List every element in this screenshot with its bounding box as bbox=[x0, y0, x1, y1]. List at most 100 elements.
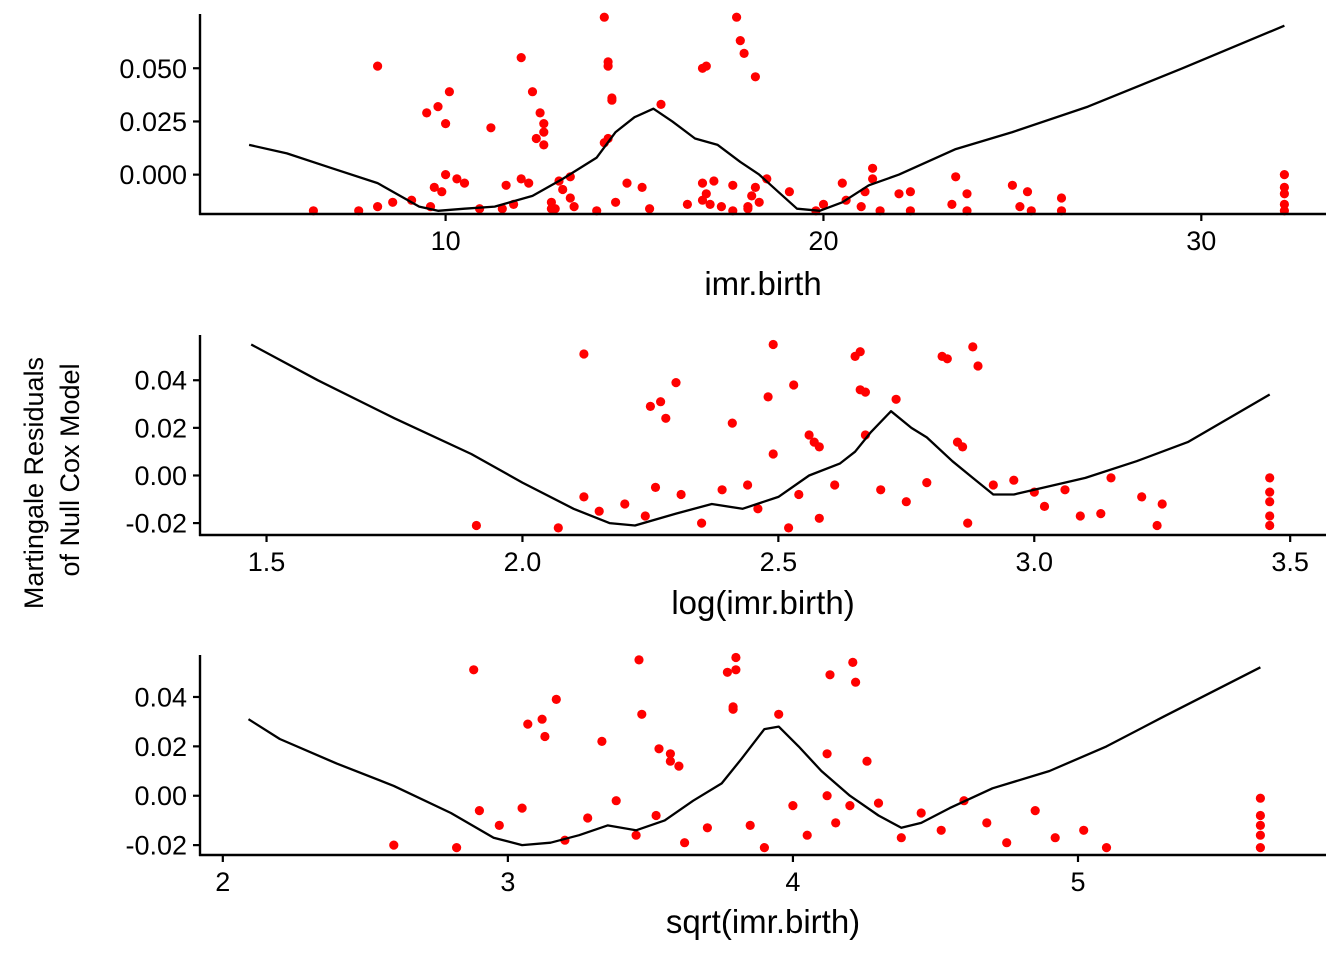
data-point-imr-birth bbox=[1279, 189, 1289, 199]
x-tick-label-log-imr-birth: 1.5 bbox=[248, 547, 286, 577]
data-point-sqrt-imr-birth bbox=[1255, 820, 1265, 831]
data-point-imr-birth bbox=[422, 108, 432, 118]
data-point-log-imr-birth bbox=[620, 499, 630, 509]
data-point-log-imr-birth bbox=[876, 485, 886, 495]
data-point-sqrt-imr-birth bbox=[537, 714, 547, 724]
data-point-sqrt-imr-birth bbox=[896, 833, 906, 843]
data-point-imr-birth bbox=[459, 178, 470, 188]
data-point-sqrt-imr-birth bbox=[1255, 843, 1265, 853]
data-point-log-imr-birth bbox=[968, 342, 978, 352]
x-tick-label-log-imr-birth: 2.0 bbox=[504, 547, 542, 577]
data-point-imr-birth bbox=[732, 12, 742, 22]
data-point-imr-birth bbox=[962, 189, 972, 199]
data-point-imr-birth bbox=[373, 202, 383, 212]
data-point-sqrt-imr-birth bbox=[722, 667, 733, 677]
data-point-sqrt-imr-birth bbox=[551, 694, 561, 705]
data-point-imr-birth bbox=[951, 172, 961, 182]
data-point-sqrt-imr-birth bbox=[680, 838, 690, 848]
data-point-imr-birth bbox=[716, 202, 727, 212]
data-point-imr-birth bbox=[728, 180, 738, 190]
data-point-log-imr-birth bbox=[1265, 497, 1275, 507]
data-point-imr-birth bbox=[784, 187, 795, 197]
x-tick-label-log-imr-birth: 2.5 bbox=[760, 547, 798, 577]
data-point-sqrt-imr-birth bbox=[731, 665, 741, 675]
data-point-sqrt-imr-birth bbox=[759, 843, 770, 853]
data-point-imr-birth bbox=[868, 163, 878, 173]
data-point-imr-birth bbox=[524, 178, 534, 188]
data-point-sqrt-imr-birth bbox=[982, 818, 992, 828]
data-point-log-imr-birth bbox=[656, 397, 666, 407]
data-point-imr-birth bbox=[527, 87, 538, 97]
data-point-log-imr-birth bbox=[1265, 473, 1275, 483]
data-point-imr-birth bbox=[486, 123, 496, 133]
data-point-sqrt-imr-birth bbox=[1050, 833, 1060, 843]
data-point-sqrt-imr-birth bbox=[1255, 810, 1265, 821]
data-point-imr-birth bbox=[441, 170, 451, 180]
data-point-sqrt-imr-birth bbox=[851, 677, 861, 687]
x-tick-label-imr-birth: 30 bbox=[1186, 226, 1216, 256]
data-point-imr-birth bbox=[868, 174, 878, 184]
data-point-sqrt-imr-birth bbox=[674, 761, 684, 771]
data-point-log-imr-birth bbox=[1265, 520, 1275, 531]
data-point-imr-birth bbox=[682, 199, 693, 209]
data-point-imr-birth bbox=[501, 180, 511, 190]
data-point-imr-birth bbox=[565, 193, 575, 203]
x-tick-label-sqrt-imr-birth: 3 bbox=[500, 867, 515, 897]
data-point-sqrt-imr-birth bbox=[1101, 843, 1112, 853]
data-point-log-imr-birth bbox=[645, 401, 656, 411]
data-point-imr-birth bbox=[1279, 182, 1289, 192]
data-point-imr-birth bbox=[697, 178, 708, 188]
data-point-sqrt-imr-birth bbox=[474, 806, 484, 816]
data-point-imr-birth bbox=[550, 204, 560, 214]
data-point-sqrt-imr-birth bbox=[728, 702, 738, 712]
data-point-log-imr-birth bbox=[727, 418, 737, 428]
data-point-log-imr-birth bbox=[579, 349, 589, 359]
data-point-sqrt-imr-birth bbox=[1030, 806, 1040, 816]
data-point-sqrt-imr-birth bbox=[634, 655, 644, 665]
data-point-log-imr-birth bbox=[901, 497, 911, 507]
data-point-imr-birth bbox=[429, 182, 439, 192]
y-tick-label-imr-birth: 0.050 bbox=[119, 54, 187, 84]
data-point-log-imr-birth bbox=[676, 489, 686, 500]
panel-log-imr-birth: log(imr.birth) 1.5 2.0 2.5 3.0 3.5 -0.02 0.00 0… bbox=[125, 335, 1326, 621]
data-point-imr-birth bbox=[739, 48, 749, 59]
data-point-imr-birth bbox=[1279, 199, 1289, 209]
data-point-imr-birth bbox=[611, 197, 621, 207]
x-tick-label-sqrt-imr-birth: 5 bbox=[1070, 867, 1085, 897]
data-point-log-imr-birth bbox=[1009, 475, 1019, 485]
data-point-sqrt-imr-birth bbox=[788, 801, 798, 811]
data-point-log-imr-birth bbox=[1060, 485, 1070, 495]
data-point-log-imr-birth bbox=[1096, 508, 1106, 519]
x-tick-label-sqrt-imr-birth: 4 bbox=[785, 867, 800, 897]
data-point-sqrt-imr-birth bbox=[822, 749, 832, 759]
data-point-log-imr-birth bbox=[743, 480, 753, 490]
data-point-imr-birth bbox=[762, 174, 772, 184]
data-point-log-imr-birth bbox=[1265, 511, 1275, 521]
data-point-log-imr-birth bbox=[697, 518, 707, 528]
data-point-sqrt-imr-birth bbox=[389, 840, 399, 850]
data-point-sqrt-imr-birth bbox=[822, 791, 832, 801]
data-point-log-imr-birth bbox=[942, 354, 952, 364]
data-point-log-imr-birth bbox=[1039, 501, 1050, 511]
data-point-imr-birth bbox=[1279, 170, 1289, 180]
shared-y-axis-title-line2: of Null Cox Model bbox=[55, 363, 85, 576]
y-tick-label-imr-birth: 0.000 bbox=[119, 160, 187, 190]
data-point-imr-birth bbox=[747, 191, 757, 201]
data-point-imr-birth bbox=[701, 61, 711, 71]
y-tick-label-sqrt-imr-birth: 0.00 bbox=[134, 781, 187, 811]
y-tick-label-log-imr-birth: -0.02 bbox=[125, 509, 187, 539]
data-point-log-imr-birth bbox=[763, 392, 773, 402]
data-point-sqrt-imr-birth bbox=[452, 843, 462, 853]
data-point-sqrt-imr-birth bbox=[583, 813, 593, 823]
data-point-log-imr-birth bbox=[988, 480, 998, 490]
data-point-log-imr-birth bbox=[717, 485, 727, 495]
data-point-log-imr-birth bbox=[1106, 473, 1116, 483]
data-point-imr-birth bbox=[856, 202, 866, 212]
data-point-log-imr-birth bbox=[768, 339, 778, 350]
data-point-sqrt-imr-birth bbox=[611, 796, 621, 806]
x-axis-title-imr-birth: imr.birth bbox=[704, 265, 821, 302]
x-tick-label-imr-birth: 10 bbox=[431, 226, 461, 256]
data-point-imr-birth bbox=[603, 57, 613, 67]
data-point-imr-birth bbox=[444, 87, 454, 97]
data-point-imr-birth bbox=[1056, 193, 1067, 203]
